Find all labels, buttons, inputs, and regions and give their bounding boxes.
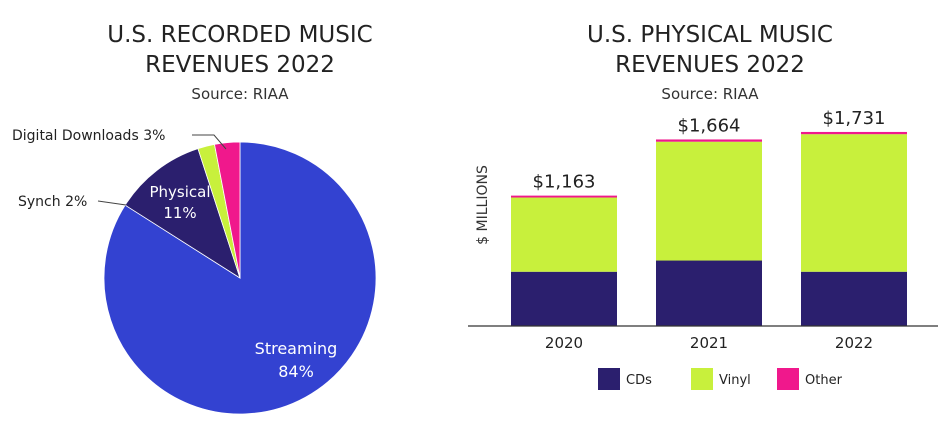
pie-subtitle: Source: RIAA (191, 85, 289, 103)
bar-cds-2021 (656, 260, 762, 326)
bar-subtitle: Source: RIAA (661, 85, 759, 103)
bar-title-line-1: U.S. PHYSICAL MUSIC (587, 22, 833, 48)
bar-other-2021 (656, 139, 762, 142)
bar-other-2022 (801, 131, 907, 135)
legend-label-other: Other (805, 373, 843, 388)
bar-total-label-2022: $1,731 (823, 108, 886, 129)
bar-total-label-2020: $1,163 (533, 172, 596, 193)
pie-leader-digital-downloads (192, 134, 227, 150)
pie-slice-physical (124, 148, 241, 279)
pie-value-physical: 11% (163, 204, 196, 222)
pie-chart: U.S. RECORDED MUSIC REVENUES 2022 Source… (12, 22, 377, 415)
pie-label-digital-downloads: Digital Downloads 3% (12, 128, 165, 144)
pie-label-streaming: Streaming (255, 339, 338, 358)
legend-label-cds: CDs (626, 373, 652, 388)
bar-total-label-2021: $1,664 (678, 115, 741, 136)
pie-value-streaming: 84% (278, 362, 314, 381)
x-tick-label-2021: 2021 (690, 334, 728, 352)
bar-title-line-2: REVENUES 2022 (615, 52, 805, 78)
bar-other-2020 (511, 195, 617, 198)
legend-swatch-cds (598, 368, 620, 390)
bar-vinyl-2020 (511, 197, 617, 272)
pie-label-synch: Synch 2% (18, 194, 87, 210)
pie-title-line-1: U.S. RECORDED MUSIC (107, 22, 372, 48)
pie-title-line-2: REVENUES 2022 (145, 52, 335, 78)
bar-vinyl-2021 (656, 141, 762, 261)
pie-label-physical: Physical (149, 183, 210, 201)
y-axis-label: $ MILLIONS (475, 165, 491, 245)
bar-cds-2020 (511, 271, 617, 326)
x-tick-label-2022: 2022 (835, 334, 873, 352)
bar-chart: U.S. PHYSICAL MUSIC REVENUES 2022 Source… (468, 22, 938, 390)
x-tick-label-2020: 2020 (545, 334, 583, 352)
legend-label-vinyl: Vinyl (719, 373, 751, 388)
bar-cds-2022 (801, 271, 907, 326)
legend-swatch-vinyl (691, 368, 713, 390)
legend-swatch-other (777, 368, 799, 390)
pie-leader-synch (97, 200, 127, 206)
bar-vinyl-2022 (801, 134, 907, 272)
pie-slice-digital-downloads (214, 141, 241, 279)
